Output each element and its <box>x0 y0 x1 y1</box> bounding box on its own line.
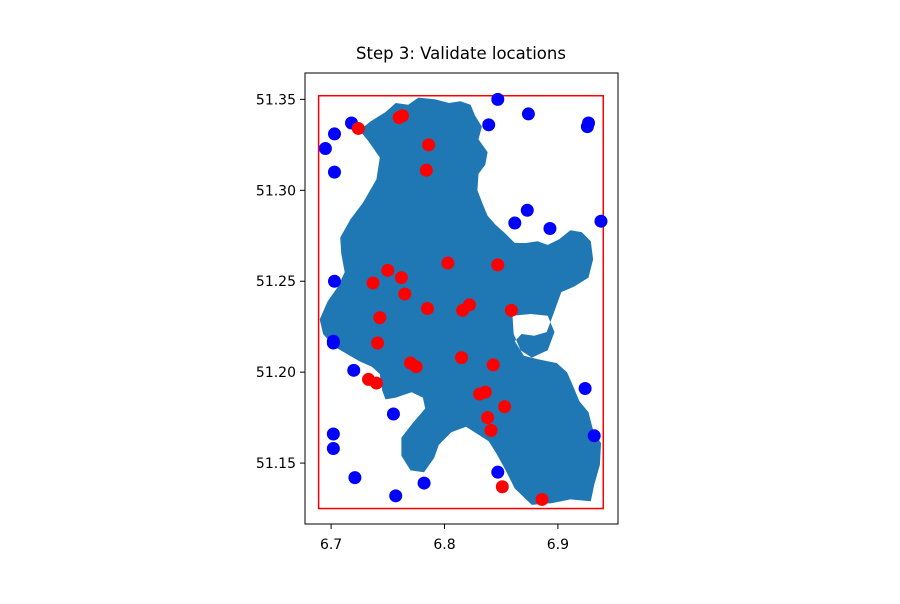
blue-point <box>417 476 431 490</box>
red-point <box>396 109 410 123</box>
y-tick-label: 51.15 <box>256 456 296 472</box>
red-point <box>369 376 383 390</box>
blue-point <box>508 216 522 230</box>
red-point <box>535 492 549 506</box>
blue-point <box>578 382 592 396</box>
blue-point <box>582 116 596 130</box>
blue-point <box>327 127 341 141</box>
red-point <box>504 303 518 317</box>
y-tick-label: 51.20 <box>256 365 296 381</box>
points-layer <box>318 92 608 506</box>
red-point <box>409 360 423 374</box>
blue-point <box>347 363 361 377</box>
red-point <box>484 423 498 437</box>
blue-point <box>491 92 505 106</box>
blue-point <box>587 429 601 443</box>
blue-point <box>318 141 332 155</box>
red-point <box>394 271 408 285</box>
red-point <box>441 256 455 270</box>
axes-layer: 6.7 6.8 6.9 51.15 51.20 51.25 51.30 51.35 <box>256 72 619 553</box>
y-tick-label: 51.35 <box>256 92 296 108</box>
y-tick-label: 51.25 <box>256 274 296 290</box>
x-tick-label: 6.9 <box>547 537 569 553</box>
blue-point <box>389 489 403 503</box>
blue-point <box>348 471 362 485</box>
red-point <box>419 163 433 177</box>
red-point <box>398 287 412 301</box>
blue-point <box>482 118 496 132</box>
red-point <box>495 480 509 494</box>
red-point <box>371 336 385 350</box>
red-point <box>498 400 512 414</box>
red-point <box>481 411 495 425</box>
red-point <box>373 311 387 325</box>
blue-point <box>386 407 400 421</box>
red-point <box>491 258 505 272</box>
red-point <box>351 121 365 135</box>
bounding-box <box>317 94 605 510</box>
red-point <box>366 276 380 290</box>
region-shape <box>319 97 601 505</box>
blue-point <box>326 336 340 350</box>
blue-point <box>491 465 505 479</box>
chart-title: Step 3: Validate locations <box>356 44 566 63</box>
bounding-box-layer <box>317 94 605 510</box>
region-layer <box>319 97 601 505</box>
blue-point <box>326 442 340 456</box>
red-point <box>455 351 468 365</box>
blue-point <box>326 427 340 441</box>
blue-point <box>543 221 557 235</box>
blue-point <box>521 107 535 121</box>
blue-point <box>327 165 341 179</box>
red-point <box>381 263 395 277</box>
axes-frame <box>304 72 619 525</box>
red-point <box>478 385 492 399</box>
blue-point <box>594 214 608 228</box>
red-point <box>456 303 470 317</box>
x-tick-label: 6.7 <box>320 537 342 553</box>
red-point <box>420 302 434 316</box>
blue-point <box>327 274 341 288</box>
blue-point <box>520 203 534 217</box>
x-tick-label: 6.8 <box>433 537 455 553</box>
red-point <box>422 138 436 152</box>
y-tick-label: 51.30 <box>256 183 296 199</box>
red-point <box>486 358 500 372</box>
